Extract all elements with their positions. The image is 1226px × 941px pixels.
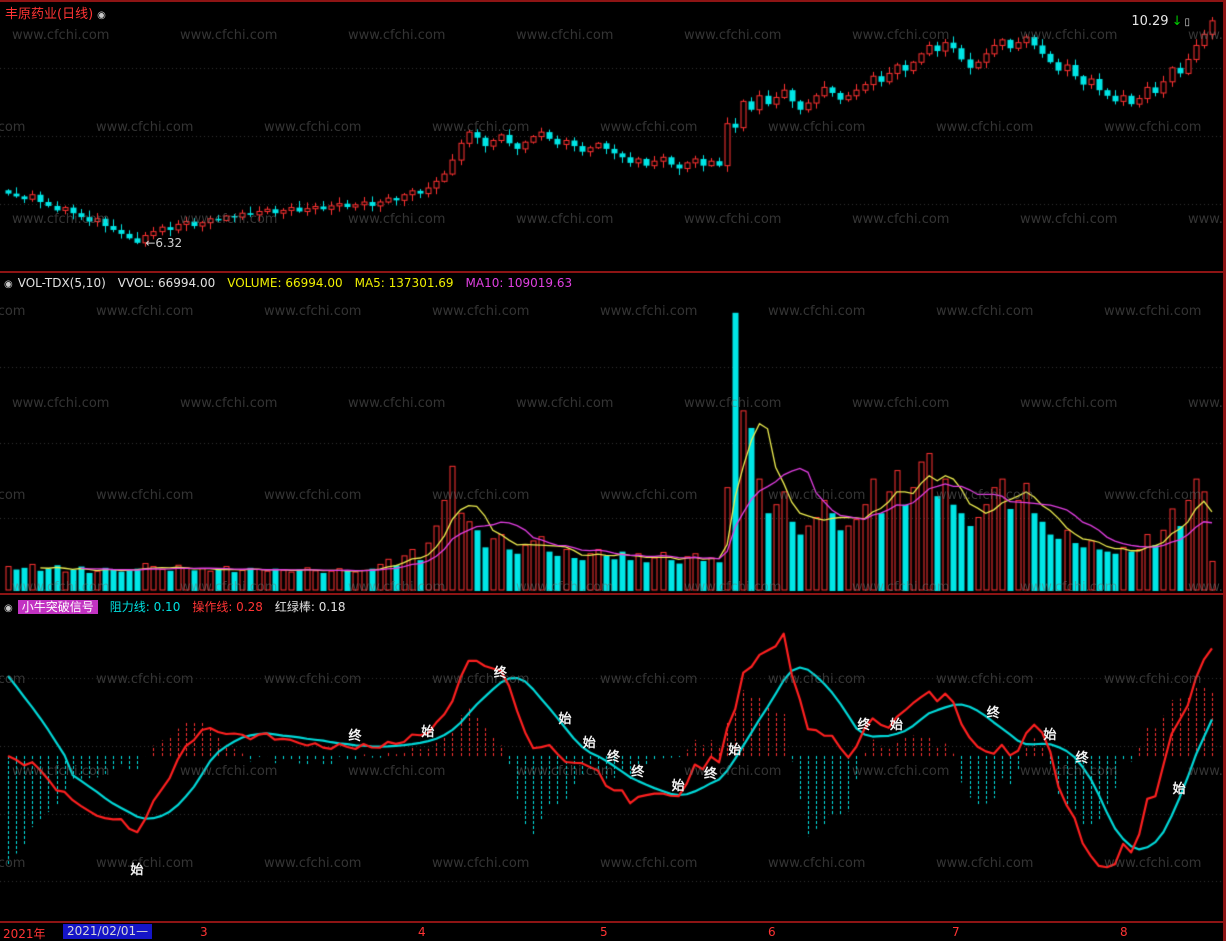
- volume-indicator-name[interactable]: VOL-TDX(5,10): [17, 276, 106, 290]
- low-price-label: ←6.32: [145, 235, 183, 250]
- panel-collapse-icon[interactable]: ◉: [4, 603, 13, 614]
- resistance-line-value: 阻力线: 0.10: [109, 600, 181, 614]
- page-title: 丰原药业(日线): [5, 7, 94, 22]
- volume-chart[interactable]: [0, 292, 1226, 593]
- time-axis: 2021年 2021/02/01— 3 4 5 6 7 8: [0, 923, 1226, 941]
- collapse-icon[interactable]: ◉: [97, 10, 106, 21]
- last-price-tag: 10.29 ↓ ▯: [1131, 14, 1190, 29]
- panel-divider: [0, 271, 1226, 273]
- ma5-value: MA5: 137301.69: [354, 276, 454, 290]
- month-tick-label: 5: [600, 925, 608, 939]
- price-marker-icon: ▯: [1184, 17, 1190, 28]
- vvol-value: VVOL: 66994.00: [117, 276, 216, 290]
- last-price-value: 10.29: [1131, 14, 1169, 29]
- top-border: [0, 0, 1226, 2]
- date-range-box[interactable]: 2021/02/01—: [63, 924, 153, 939]
- candlestick-chart[interactable]: [0, 0, 1226, 272]
- operation-line-value: 操作线: 0.28: [192, 600, 263, 614]
- month-tick-label: 4: [418, 925, 426, 939]
- indicator-chart[interactable]: [0, 614, 1226, 921]
- indicator-panel-header: ◉ 小牛突破信号 阻力线: 0.10 操作线: 0.28 红绿棒: 0.18: [4, 598, 357, 615]
- panel-collapse-icon[interactable]: ◉: [4, 279, 13, 290]
- chart-title-bar: 丰原药业(日线) ◉: [5, 3, 106, 22]
- month-tick-label: 7: [952, 925, 960, 939]
- year-label: 2021年: [3, 927, 46, 941]
- month-tick-label: 3: [200, 925, 208, 939]
- volume-value: VOLUME: 66994.00: [227, 276, 343, 290]
- panel-divider: [0, 593, 1226, 595]
- month-tick-label: 8: [1120, 925, 1128, 939]
- indicator-name-badge[interactable]: 小牛突破信号: [17, 600, 98, 614]
- right-border: [1223, 0, 1226, 941]
- volume-panel-header: ◉ VOL-TDX(5,10) VVOL: 66994.00 VOLUME: 6699…: [4, 276, 584, 290]
- ma10-value: MA10: 109019.63: [465, 276, 573, 290]
- panel-divider: [0, 921, 1226, 923]
- red-green-bar-value: 红绿棒: 0.18: [274, 600, 346, 614]
- month-tick-label: 6: [768, 925, 776, 939]
- down-arrow-icon: ↓: [1171, 14, 1183, 29]
